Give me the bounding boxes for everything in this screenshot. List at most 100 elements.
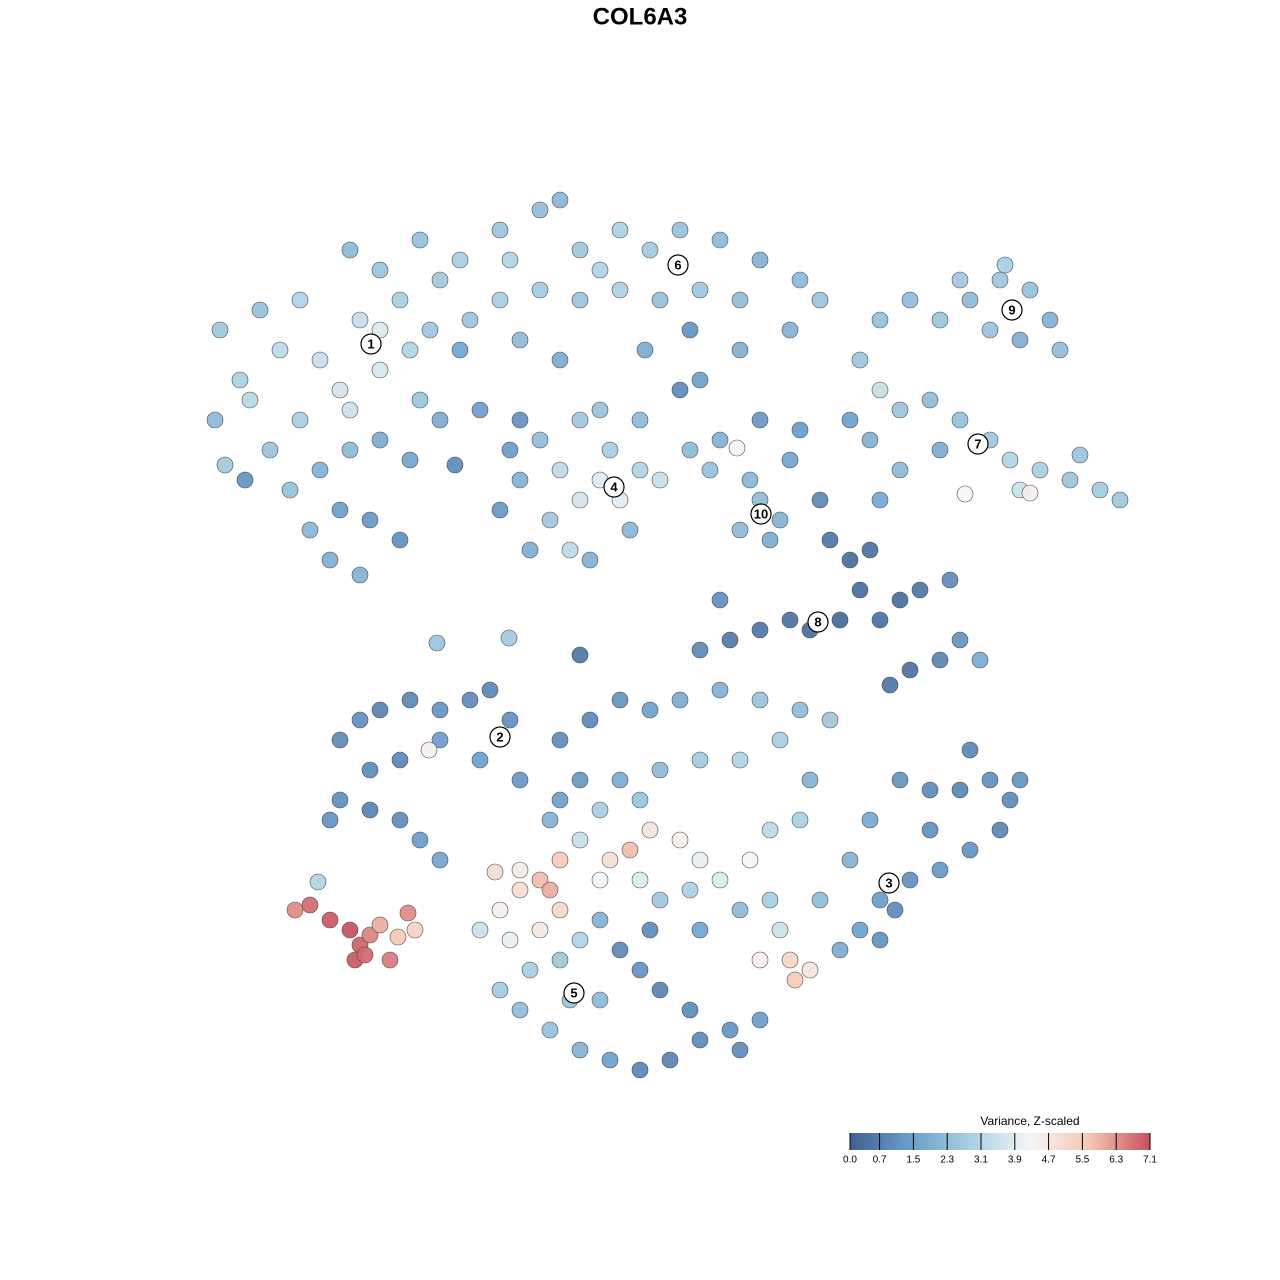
point (721, 631, 739, 649)
point (811, 891, 829, 909)
point (581, 711, 599, 729)
point (411, 231, 429, 249)
cluster-label: 7 (974, 436, 981, 451)
point (681, 321, 699, 339)
cluster-badge (878, 872, 900, 894)
point (356, 946, 374, 964)
point (751, 951, 769, 969)
point (851, 351, 869, 369)
point (601, 1051, 619, 1069)
point (831, 941, 849, 959)
point (591, 991, 609, 1009)
point (951, 631, 969, 649)
point (371, 916, 389, 934)
point (711, 231, 729, 249)
point (971, 651, 989, 669)
point (551, 351, 569, 369)
point (591, 801, 609, 819)
point (951, 781, 969, 799)
point (711, 681, 729, 699)
point (611, 691, 629, 709)
point (901, 661, 919, 679)
point (951, 271, 969, 289)
point (491, 291, 509, 309)
point (821, 531, 839, 549)
point (731, 1041, 749, 1059)
point (991, 271, 1009, 289)
point (611, 941, 629, 959)
colorbar-tick-label: 3.9 (1008, 1155, 1022, 1166)
point (461, 691, 479, 709)
point (381, 951, 399, 969)
point (871, 491, 889, 509)
point (921, 391, 939, 409)
cluster-badge (750, 503, 772, 525)
point (406, 921, 424, 939)
point (471, 751, 489, 769)
cluster-label: 10 (754, 506, 768, 521)
point (411, 831, 429, 849)
point (691, 641, 709, 659)
cluster-label: 6 (674, 257, 681, 272)
point (891, 591, 909, 609)
point (891, 771, 909, 789)
point (981, 771, 999, 789)
point (501, 251, 519, 269)
point (321, 811, 339, 829)
point (571, 1041, 589, 1059)
point (728, 439, 746, 457)
point (361, 511, 379, 529)
point (331, 501, 349, 519)
point (841, 411, 859, 429)
point (641, 241, 659, 259)
point (371, 361, 389, 379)
point (1051, 341, 1069, 359)
point (871, 381, 889, 399)
point (601, 441, 619, 459)
point (861, 541, 879, 559)
point (291, 291, 309, 309)
point (801, 771, 819, 789)
cluster-badge (603, 476, 625, 498)
point (431, 271, 449, 289)
point (236, 471, 254, 489)
point (751, 621, 769, 639)
point (571, 931, 589, 949)
point (771, 921, 789, 939)
colorbar-tick-label: 4.7 (1042, 1155, 1056, 1166)
point (571, 646, 589, 664)
point (651, 891, 669, 909)
point (311, 461, 329, 479)
point (621, 521, 639, 539)
point (391, 811, 409, 829)
point (1021, 281, 1039, 299)
point (691, 371, 709, 389)
point (681, 1001, 699, 1019)
colorbar-tick-label: 3.1 (974, 1155, 988, 1166)
point (371, 701, 389, 719)
cluster-label: 5 (570, 985, 577, 1000)
point (621, 841, 639, 859)
point (661, 1051, 679, 1069)
point (631, 961, 649, 979)
point (331, 381, 349, 399)
point (731, 341, 749, 359)
point (521, 541, 539, 559)
point (871, 611, 889, 629)
point (591, 401, 609, 419)
point (371, 431, 389, 449)
point (511, 771, 529, 789)
cluster-label: 9 (1008, 302, 1015, 317)
point (511, 861, 529, 879)
point (691, 851, 709, 869)
point (861, 811, 879, 829)
point (311, 351, 329, 369)
point (711, 871, 729, 889)
colorbar-tick-label: 0.7 (873, 1155, 887, 1166)
colorbar-tick-label: 6.3 (1109, 1155, 1123, 1166)
point (631, 411, 649, 429)
cluster-badge (667, 254, 689, 276)
point (341, 921, 359, 939)
point (741, 471, 759, 489)
point (541, 1021, 559, 1039)
